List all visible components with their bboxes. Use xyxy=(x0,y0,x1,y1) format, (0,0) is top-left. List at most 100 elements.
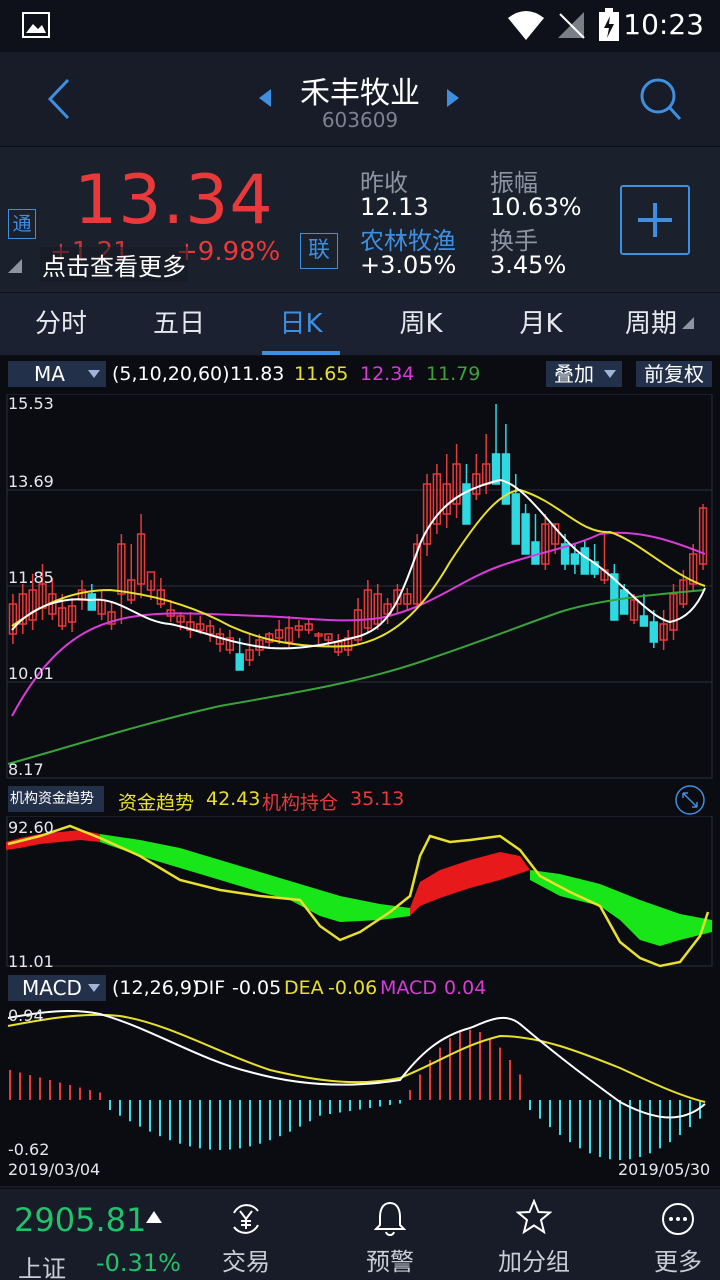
candle-body xyxy=(58,607,67,627)
macd-chart[interactable] xyxy=(0,1006,720,1162)
tab-five-day[interactable]: 五日 xyxy=(152,309,205,339)
tong-badge[interactable]: 通 xyxy=(8,209,36,239)
candle-body xyxy=(18,593,27,625)
ma5-value: 11.83 xyxy=(230,363,285,385)
yen-cycle-icon xyxy=(233,1204,259,1234)
ma60-value: 11.79 xyxy=(426,363,481,385)
turnover-value: 3.45% xyxy=(490,251,567,279)
prev-stock-icon[interactable] xyxy=(258,88,272,108)
nav-add-group[interactable]: 加分组 xyxy=(484,1189,584,1280)
triangle-up-icon xyxy=(146,1211,162,1223)
chevron-down-icon xyxy=(88,984,100,992)
candle-body xyxy=(442,483,451,515)
ma-params: (5,10,20,60) xyxy=(112,363,230,385)
dif-label: DIF xyxy=(194,977,226,999)
candle-body xyxy=(521,513,530,555)
candle-body xyxy=(136,533,146,585)
macd-y-bottom: -0.62 xyxy=(8,1140,50,1159)
candlestick-chart[interactable] xyxy=(0,394,720,780)
ma20-value: 12.34 xyxy=(360,363,415,385)
macd-indicator-label: MACD xyxy=(22,976,82,1000)
candle-body xyxy=(117,543,126,595)
status-bar: 10:23 xyxy=(0,0,720,52)
tab-monthly-k[interactable]: 月K xyxy=(519,309,563,339)
date-end: 2019/05/30 xyxy=(618,1160,711,1179)
search-icon[interactable] xyxy=(638,76,682,122)
candle-body xyxy=(550,523,560,545)
candle-body xyxy=(324,633,333,641)
dif-value: -0.05 xyxy=(232,977,282,999)
nav-alert[interactable]: 预警 xyxy=(340,1189,440,1280)
overlay-button[interactable]: 叠加 xyxy=(546,361,622,387)
candle-body xyxy=(619,589,629,615)
amplitude-label: 振幅 xyxy=(490,169,538,197)
nav-more-label: 更多 xyxy=(654,1248,702,1276)
quote-panel: 13.34 通 +1.21 +9.98% 点击查看更多 联 昨收 12.13 农… xyxy=(0,146,720,292)
nav-add-group-label: 加分组 xyxy=(498,1248,570,1276)
fund-indicator-select[interactable]: 机构资金趋势 xyxy=(8,786,104,812)
macd-value: 0.04 xyxy=(444,977,487,999)
candle-body xyxy=(560,543,570,565)
candle-body xyxy=(403,593,412,605)
nav-trade[interactable]: 交易 xyxy=(196,1189,296,1280)
tab-period[interactable]: 周期 xyxy=(624,309,677,339)
candle-body xyxy=(580,547,589,575)
candle-body xyxy=(196,623,205,631)
adjust-button[interactable]: 前复权 xyxy=(636,361,712,387)
candle-body xyxy=(107,611,116,625)
candle-body xyxy=(28,589,37,621)
y-tick-top: 15.53 xyxy=(8,394,54,413)
tab-intraday[interactable]: 分时 xyxy=(34,309,87,339)
tab-weekly-k[interactable]: 周K xyxy=(399,309,443,339)
candle-body xyxy=(314,633,323,637)
add-watchlist-button[interactable] xyxy=(620,185,690,255)
sector-link[interactable]: 农林牧渔 xyxy=(360,227,456,255)
next-stock-icon[interactable] xyxy=(446,88,460,108)
candle-body xyxy=(511,493,520,545)
candle-body xyxy=(294,625,304,631)
macd-label: MACD xyxy=(380,977,437,999)
candle-body xyxy=(698,507,708,565)
active-tab-indicator xyxy=(262,351,340,355)
candle-body xyxy=(649,621,658,643)
candle-body xyxy=(245,649,254,661)
macd-indicator-select[interactable]: MACD xyxy=(8,975,106,1001)
tab-daily-k[interactable]: 日K xyxy=(279,309,323,339)
candle-body xyxy=(501,453,511,505)
candle-body xyxy=(422,483,432,545)
nav-more[interactable]: 更多 xyxy=(628,1189,720,1280)
candle-body xyxy=(67,605,77,623)
candle-body xyxy=(689,553,698,585)
fund-trend-label: 资金趋势 xyxy=(118,792,195,814)
index-value[interactable]: 2905.81 xyxy=(14,1201,147,1239)
header: 禾丰牧业 603609 xyxy=(0,52,720,146)
back-button[interactable] xyxy=(44,78,74,120)
fund-y-top: 92.60 xyxy=(8,818,54,837)
candle-body xyxy=(274,629,284,639)
candle-body xyxy=(491,453,501,485)
corner-icon xyxy=(8,259,22,273)
candle-body xyxy=(393,589,402,605)
index-name: 上证 xyxy=(18,1255,66,1280)
candle-body xyxy=(452,463,461,505)
stock-name: 禾丰牧业 xyxy=(300,76,420,111)
macd-params: (12,26,9) xyxy=(112,977,200,999)
period-tabs: 分时 五日 日K 周K 月K 周期 xyxy=(0,292,720,356)
candle-body xyxy=(284,627,294,643)
sector-change: +3.05% xyxy=(360,251,457,279)
ma-indicator-label: MA xyxy=(34,362,65,386)
candle-body xyxy=(225,637,235,651)
fund-trend-value: 42.43 xyxy=(206,788,261,810)
expand-icon[interactable] xyxy=(674,784,706,816)
lian-badge[interactable]: 联 xyxy=(300,233,338,269)
overlay-label: 叠加 xyxy=(554,362,594,386)
y-tick-3: 11.85 xyxy=(8,568,54,587)
ma-indicator-select[interactable]: MA xyxy=(8,361,106,387)
more-info-link[interactable]: 点击查看更多 xyxy=(40,247,188,282)
star-icon xyxy=(516,1199,552,1235)
candle-body xyxy=(659,623,668,641)
fund-flow-chart[interactable] xyxy=(0,816,720,968)
candle-body xyxy=(432,473,442,525)
dropdown-corner-icon xyxy=(682,317,694,329)
candle-body xyxy=(462,483,471,525)
